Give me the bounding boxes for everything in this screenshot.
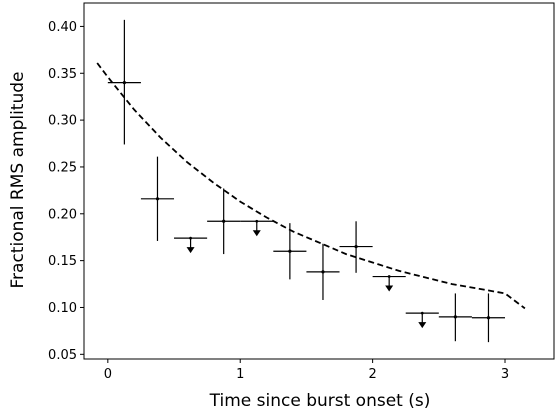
data-point: [108, 20, 141, 145]
point-marker: [189, 237, 192, 240]
point-marker: [354, 245, 357, 248]
x-axis-label: Time since burst onset (s): [209, 391, 431, 411]
limit-arrow-head: [385, 286, 393, 292]
data-points-layer: [108, 20, 505, 342]
x-axis: 0 1 2 3: [104, 359, 509, 382]
y-tick-label: 0.35: [48, 67, 77, 82]
upper-limit: [406, 312, 439, 328]
limit-arrow-head: [187, 247, 195, 253]
point-marker: [388, 275, 391, 278]
x-tick-label: 0: [104, 367, 112, 382]
y-tick-label: 0.25: [48, 160, 77, 175]
point-marker: [321, 270, 324, 273]
data-point: [340, 221, 373, 273]
y-axis-label: Fractional RMS amplitude: [8, 72, 28, 289]
y-tick-label: 0.10: [48, 301, 77, 316]
data-point: [141, 157, 174, 241]
x-tick-label: 2: [368, 367, 376, 382]
point-marker: [487, 316, 490, 319]
y-tick-label: 0.30: [48, 114, 77, 129]
point-marker: [421, 312, 424, 315]
data-point: [306, 244, 339, 300]
point-marker: [123, 81, 126, 84]
y-tick-label: 0.40: [48, 20, 77, 35]
y-tick-label: 0.15: [48, 254, 77, 269]
y-tick-label: 0.05: [48, 348, 77, 363]
data-point: [472, 293, 505, 342]
upper-limit: [174, 237, 207, 253]
point-marker: [222, 220, 225, 223]
y-tick-label: 0.20: [48, 207, 77, 222]
upper-limit: [373, 275, 406, 291]
y-axis: 0.05 0.10 0.15 0.20 0.25 0.30 0.35 0.40: [48, 20, 84, 363]
upper-limit: [240, 220, 273, 236]
point-marker: [156, 197, 159, 200]
data-point: [439, 293, 472, 341]
plot-frame: [84, 3, 554, 359]
limit-arrow-head: [253, 230, 261, 236]
point-marker: [288, 250, 291, 253]
data-point: [273, 223, 306, 279]
point-marker: [255, 220, 258, 223]
point-marker: [454, 315, 457, 318]
limit-arrow-head: [418, 322, 426, 328]
x-tick-label: 1: [236, 367, 244, 382]
plot-area: [84, 3, 554, 359]
x-tick-label: 3: [501, 367, 509, 382]
